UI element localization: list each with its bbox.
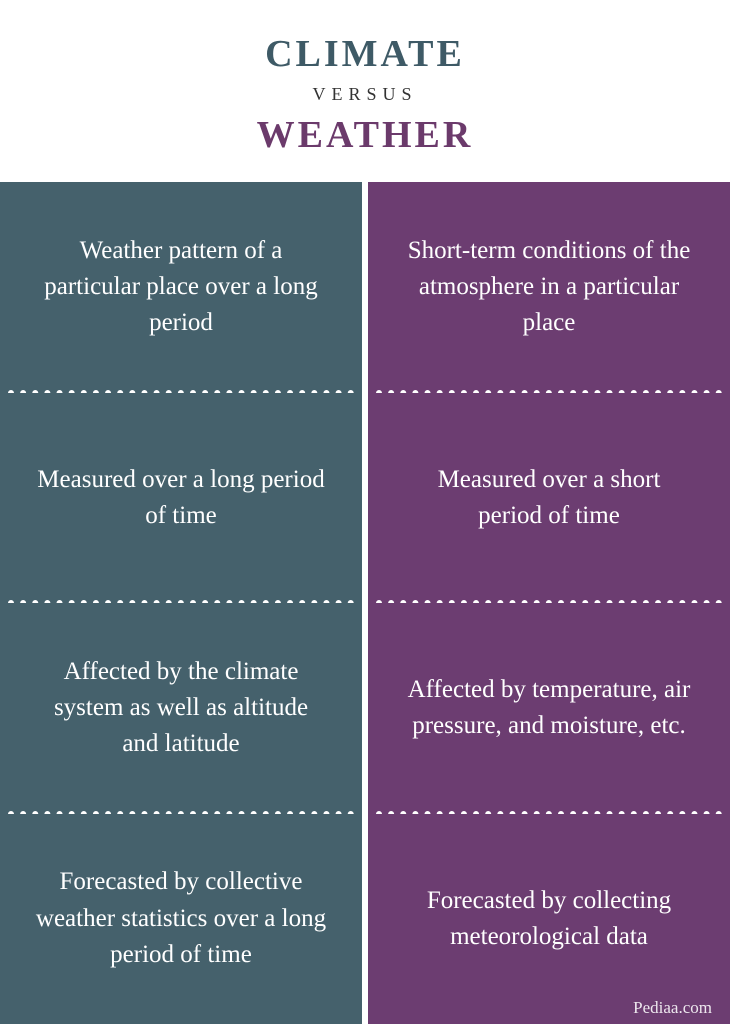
climate-cell-forecast: Forecasted by collective weather statist…: [0, 814, 362, 1024]
title-weather: WEATHER: [0, 113, 730, 157]
climate-cell-measurement: Measured over a long period of time: [0, 393, 362, 604]
weather-cell-factors: Affected by temperature, air pressure, a…: [368, 603, 730, 814]
column-climate: Weather pattern of a particular place ov…: [0, 182, 365, 1024]
header: CLIMATE VERSUS WEATHER: [0, 0, 730, 182]
climate-cell-factors: Affected by the climate system as well a…: [0, 603, 362, 814]
column-weather: Short-term conditions of the atmosphere …: [365, 182, 730, 1024]
versus-label: VERSUS: [0, 84, 730, 105]
title-climate: CLIMATE: [0, 32, 730, 76]
climate-cell-definition: Weather pattern of a particular place ov…: [0, 182, 362, 393]
weather-cell-measurement: Measured over a short period of time: [368, 393, 730, 604]
comparison-infographic: CLIMATE VERSUS WEATHER Weather pattern o…: [0, 0, 730, 1024]
weather-cell-forecast: Forecasted by collecting meteorological …: [368, 814, 730, 1024]
attribution: Pediaa.com: [633, 998, 712, 1018]
comparison-columns: Weather pattern of a particular place ov…: [0, 182, 730, 1024]
weather-cell-definition: Short-term conditions of the atmosphere …: [368, 182, 730, 393]
